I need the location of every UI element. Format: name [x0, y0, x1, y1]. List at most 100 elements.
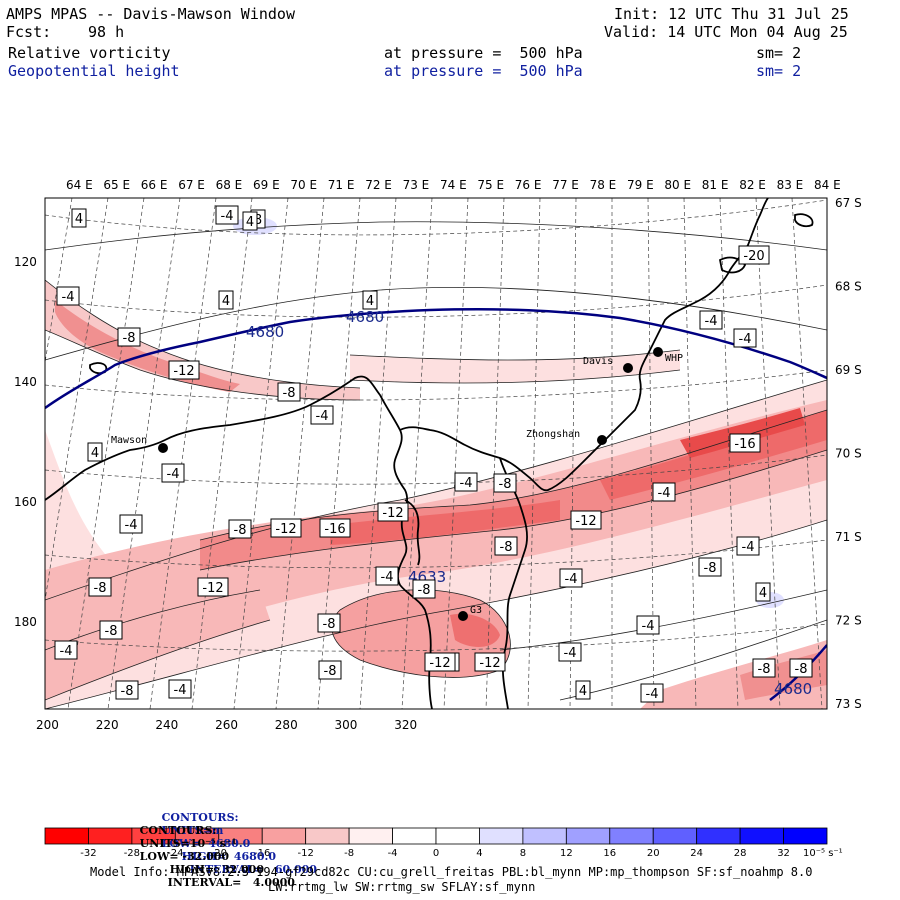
height-contour-prefix: CONTOURS:	[161, 811, 239, 824]
colorbar-unit: 10⁻⁵ s⁻¹	[803, 848, 843, 859]
colorbar-tick-label: -28	[124, 848, 140, 859]
x-axis-label: 220	[96, 718, 119, 732]
vorticity-contour-low: LOW= -32.000	[139, 850, 230, 863]
colorbar-tick-label: 4	[476, 848, 482, 859]
latitude-label: 70 S	[835, 447, 862, 461]
vorticity-label: -4	[221, 209, 234, 224]
vorticity-label-box	[270, 518, 302, 538]
station-marker-g3[interactable]	[458, 611, 468, 621]
vorticity-label-box	[636, 615, 660, 635]
field2-name: Geopotential height	[8, 62, 180, 80]
station-label-zhongshan: Zhongshan	[526, 429, 580, 440]
vorticity-label-box	[161, 463, 185, 483]
latitude-label: 67 S	[835, 196, 862, 210]
vorticity-label-box	[640, 683, 664, 703]
longitude-label: 65 E	[103, 178, 130, 192]
vorticity-label: -12	[575, 514, 596, 529]
vorticity-label-box	[733, 328, 757, 348]
vorticity-label-box	[377, 502, 409, 522]
vorticity-label: -8	[123, 331, 136, 346]
vorticity-label: -4	[62, 290, 75, 305]
height-contour-high: HIGH= 4680.0	[181, 850, 276, 863]
map-title: AMPS MPAS -- Davis-Mawson Window	[6, 5, 295, 23]
vorticity-label: 4	[91, 446, 99, 461]
vorticity-label-box	[362, 290, 378, 310]
longitude-label: 69 E	[253, 178, 280, 192]
vorticity-label: -8	[500, 540, 513, 555]
longitude-label: 78 E	[590, 178, 617, 192]
vorticity-label: -16	[324, 522, 345, 537]
station-labels: Mawson Zhongshan Davis WHP G3	[111, 353, 683, 616]
vorticity-label-box	[115, 680, 139, 700]
colorbar-swatch	[739, 827, 784, 845]
vorticity-label-box	[56, 286, 80, 306]
vorticity-label: -8	[94, 581, 107, 596]
longitude-label: 73 E	[403, 178, 430, 192]
colorbar-tick-label: 16	[603, 848, 616, 859]
vorticity-label-box	[558, 642, 582, 662]
vorticity-label: -16	[734, 437, 755, 452]
station-marker-mawson[interactable]	[158, 443, 168, 453]
station-marker-whp[interactable]	[653, 347, 663, 357]
colorbar-tick-label: 32	[777, 848, 790, 859]
vorticity-label-box	[652, 482, 676, 502]
longitude-labels: 64 E 65 E 66 E 67 E 68 E 69 E 70 E 71 E 72 E 73 E…	[66, 178, 841, 192]
vorticity-label-box	[117, 327, 141, 347]
vorticity-label: -12	[275, 522, 296, 537]
vorticity-label: -4	[564, 646, 577, 661]
vorticity-label-box	[752, 658, 776, 678]
longitude-label: 80 E	[664, 178, 691, 192]
y-axis-labels: 120 140 160 180	[14, 255, 37, 629]
longitude-label: 72 E	[365, 178, 392, 192]
colorbar-tick-label: -32	[80, 848, 96, 859]
longitude-label: 77 E	[552, 178, 579, 192]
vorticity-label-box	[575, 680, 591, 700]
vorticity-label-box	[242, 211, 258, 231]
height-contour-info: CONTOURS: UNITS=m LOW= 4680.0 HIGH= 4680…	[154, 798, 317, 876]
vorticity-label: -8	[105, 624, 118, 639]
vorticity-label-box	[228, 519, 252, 539]
vorticity-label-box	[310, 405, 334, 425]
vorticity-contour-high: HIGH= 32.000	[169, 863, 264, 876]
station-marker-zhongshan[interactable]	[597, 435, 607, 445]
latitude-label: 69 S	[835, 363, 862, 377]
vorticity-label: -8	[234, 523, 247, 538]
vorticity-label: -12	[382, 506, 403, 521]
vorticity-label-box	[54, 640, 78, 660]
colorbar-swatch	[783, 827, 828, 845]
colorbar-labels: -32 -28 -24 -20 -16 -12 -8 -4 0 4 8 12 16 20 24 28 32	[80, 848, 790, 859]
colorbar-swatch	[565, 827, 611, 845]
vorticity-label-box	[789, 658, 813, 678]
x-axis-label: 320	[394, 718, 417, 732]
vorticity-label-box	[412, 579, 436, 599]
x-axis-label: 280	[275, 718, 298, 732]
vorticity-label-box	[168, 360, 200, 380]
height-contour-low: LOW= 4680.0	[161, 837, 251, 850]
colorbar-swatch	[522, 827, 567, 845]
x-axis-label: 260	[215, 718, 238, 732]
vorticity-label-box	[738, 245, 770, 265]
vorticity-label-box	[218, 290, 234, 310]
vorticity-label-box	[424, 652, 456, 672]
longitude-label: 68 E	[216, 178, 243, 192]
y-axis-label: 160	[14, 495, 37, 509]
vorticity-label: -8	[121, 684, 134, 699]
station-markers	[158, 347, 663, 621]
vorticity-label: -12	[173, 364, 194, 379]
vorticity-label: 4	[246, 215, 254, 230]
vorticity-label: 4	[222, 294, 230, 309]
field2-smoothing: sm= 2	[756, 62, 802, 80]
longitude-label: 70 E	[290, 178, 317, 192]
vorticity-labels: 4 -4 84 4-4-8-12-8-4-4-44-4-4-20-16-4-8-12-…	[54, 205, 813, 703]
station-marker-davis[interactable]	[623, 363, 633, 373]
vorticity-label: -20	[743, 249, 764, 264]
station-label-mawson: Mawson	[111, 435, 147, 446]
latitude-label: 72 S	[835, 614, 862, 628]
vorticity-label-box	[197, 577, 229, 597]
height-label: 4680	[246, 323, 284, 341]
colorbar-tick-label: 12	[560, 848, 573, 859]
vorticity-label-box	[317, 613, 341, 633]
map-frame	[44, 197, 828, 710]
vorticity-label-box	[699, 310, 723, 330]
longitude-label: 83 E	[777, 178, 804, 192]
